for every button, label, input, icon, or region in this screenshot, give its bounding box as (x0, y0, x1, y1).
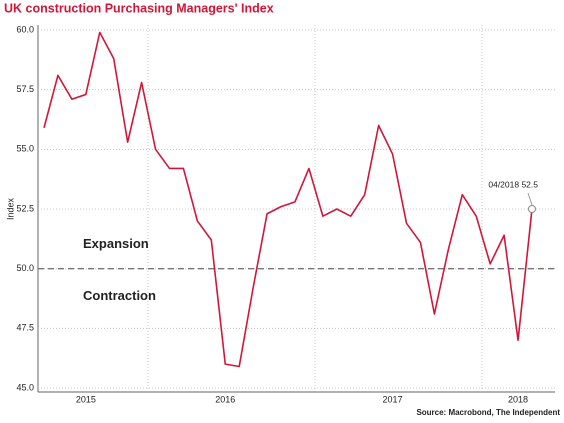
x-tick-label: 2015 (76, 394, 96, 404)
y-tick-label: 57.5 (16, 84, 34, 94)
chart-title: UK construction Purchasing Managers' Ind… (4, 1, 274, 15)
y-tick-label: 55.0 (16, 144, 34, 154)
y-tick-label: 50.0 (16, 263, 34, 273)
x-tick-label: 2017 (383, 394, 403, 404)
y-axis-label: Index (5, 197, 15, 220)
source: Source: Macrobond, The Independent (416, 408, 560, 417)
region-label: Contraction (83, 288, 156, 303)
region-label: Expansion (83, 236, 149, 251)
line-series (43, 31, 533, 368)
highlight-point (528, 205, 536, 213)
x-tick-label: 2018 (508, 394, 528, 404)
y-tick-label: 47.5 (16, 323, 34, 333)
x-tick-label: 2016 (215, 394, 235, 404)
annotation-leader (527, 192, 533, 206)
y-tick-label: 60.0 (16, 24, 34, 34)
y-tick-label: 52.5 (16, 203, 34, 213)
y-tick-label: 45.0 (16, 382, 34, 392)
annotation: 04/2018 52.5 (488, 179, 538, 189)
